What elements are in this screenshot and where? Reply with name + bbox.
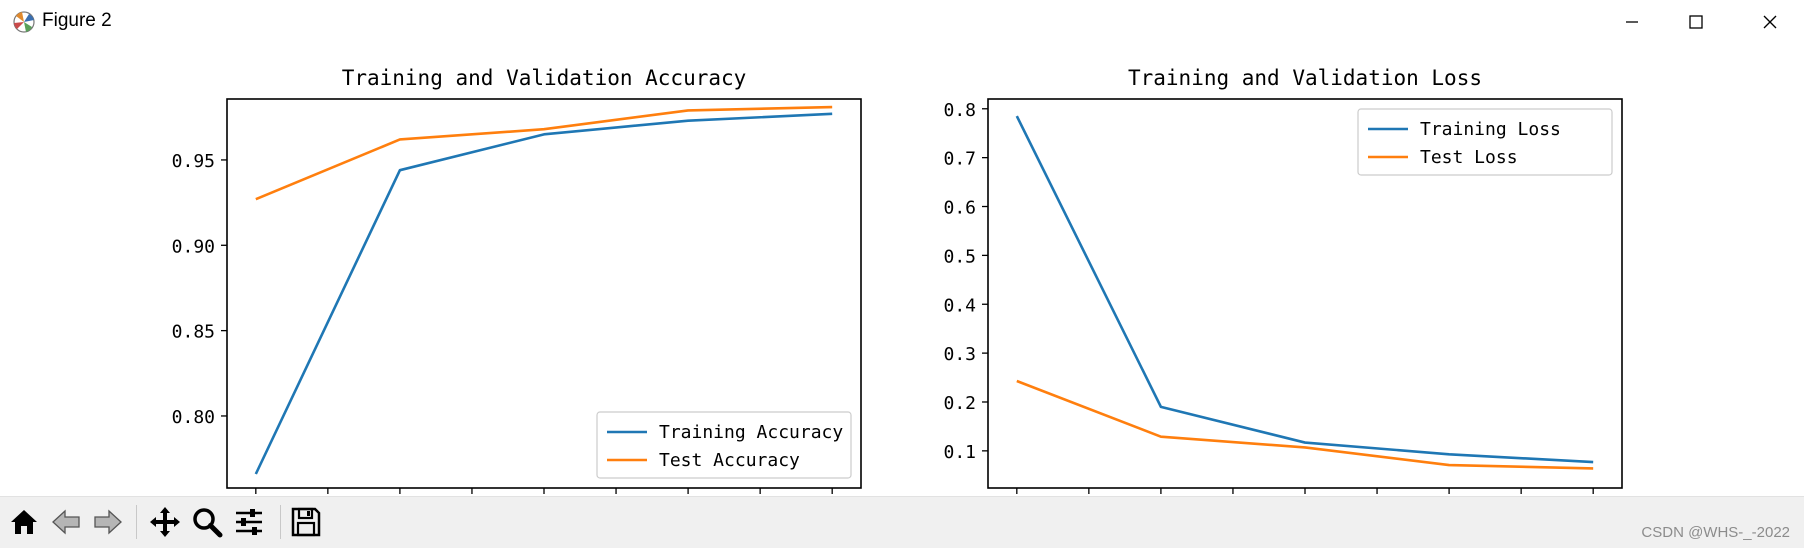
window-titlebar: Figure 2	[0, 0, 1804, 44]
series-line	[1015, 115, 1594, 464]
matplotlib-logo-icon	[13, 11, 35, 33]
series-line	[1016, 379, 1594, 470]
series-line	[255, 105, 833, 201]
accuracy-chart: Training and Validation Accuracy0.00.51.…	[172, 66, 862, 494]
save-icon	[291, 507, 321, 537]
pan-icon	[150, 507, 180, 537]
legend-box	[1357, 108, 1613, 176]
back-button[interactable]	[46, 500, 86, 544]
home-button[interactable]	[4, 500, 44, 544]
series-line	[254, 112, 833, 475]
legend-label: Test Loss	[1420, 147, 1518, 168]
legend-label: Training Accuracy	[659, 422, 843, 443]
toolbar-separator	[136, 505, 137, 539]
legend-label: Test Accuracy	[659, 450, 800, 471]
y-tick-label: 0.85	[172, 322, 215, 343]
close-icon	[1763, 15, 1777, 29]
chart-title: Training and Validation Accuracy	[342, 66, 747, 90]
y-tick-label: 0.80	[172, 407, 215, 428]
loss-chart: Training and Validation Loss0.00.51.01.5…	[943, 66, 1623, 494]
window-title: Figure 2	[42, 10, 112, 31]
y-tick-label: 0.8	[943, 100, 976, 121]
legend-label: Training Loss	[1420, 119, 1561, 140]
forward-button[interactable]	[88, 500, 128, 544]
forward-arrow-icon	[94, 509, 122, 535]
legend: Training Loss Test Loss	[1357, 108, 1613, 176]
navigation-toolbar: CSDN @WHS-_-2022	[0, 496, 1804, 548]
maximize-button[interactable]	[1664, 0, 1728, 44]
y-tick-label: 0.5	[943, 246, 976, 267]
y-tick-label: 0.6	[943, 198, 976, 219]
y-tick-label: 0.7	[943, 149, 976, 170]
home-icon	[11, 510, 37, 534]
toolbar-separator	[280, 505, 281, 539]
watermark: CSDN @WHS-_-2022	[1641, 524, 1790, 541]
configure-subplots-icon	[236, 509, 262, 535]
save-button[interactable]	[286, 500, 326, 544]
y-tick-label: 0.95	[172, 151, 215, 172]
zoom-button[interactable]	[187, 500, 227, 544]
close-button[interactable]	[1738, 0, 1802, 44]
minimize-icon	[1626, 21, 1638, 23]
minimize-button[interactable]	[1600, 0, 1664, 44]
figure-canvas[interactable]: Training and Validation Accuracy0.00.51.…	[0, 44, 1804, 496]
y-tick-label: 0.4	[943, 295, 976, 316]
y-tick-label: 0.2	[943, 393, 976, 414]
pan-button[interactable]	[145, 500, 185, 544]
maximize-icon	[1689, 15, 1703, 29]
y-tick-label: 0.3	[943, 344, 976, 365]
legend: Training Accuracy Test Accuracy	[596, 411, 852, 479]
legend-box	[596, 411, 852, 479]
zoom-icon	[193, 508, 223, 538]
back-arrow-icon	[52, 509, 80, 535]
y-tick-label: 0.1	[943, 442, 976, 463]
y-tick-label: 0.90	[172, 236, 215, 257]
configure-subplots-button[interactable]	[229, 500, 269, 544]
chart-title: Training and Validation Loss	[1128, 66, 1482, 90]
